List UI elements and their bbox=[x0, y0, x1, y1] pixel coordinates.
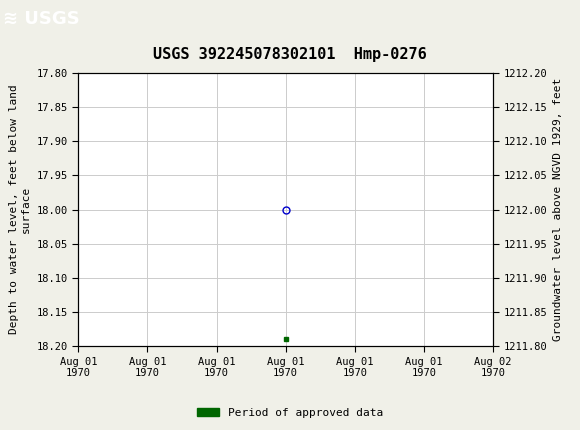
Text: ≋ USGS: ≋ USGS bbox=[3, 9, 79, 27]
Y-axis label: Depth to water level, feet below land
surface: Depth to water level, feet below land su… bbox=[9, 85, 31, 335]
Text: USGS 392245078302101  Hmp-0276: USGS 392245078302101 Hmp-0276 bbox=[153, 47, 427, 62]
Y-axis label: Groundwater level above NGVD 1929, feet: Groundwater level above NGVD 1929, feet bbox=[553, 78, 563, 341]
Legend: Period of approved data: Period of approved data bbox=[193, 403, 387, 422]
